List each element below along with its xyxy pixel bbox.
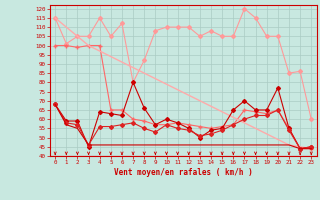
X-axis label: Vent moyen/en rafales ( km/h ): Vent moyen/en rafales ( km/h ) (114, 168, 252, 177)
